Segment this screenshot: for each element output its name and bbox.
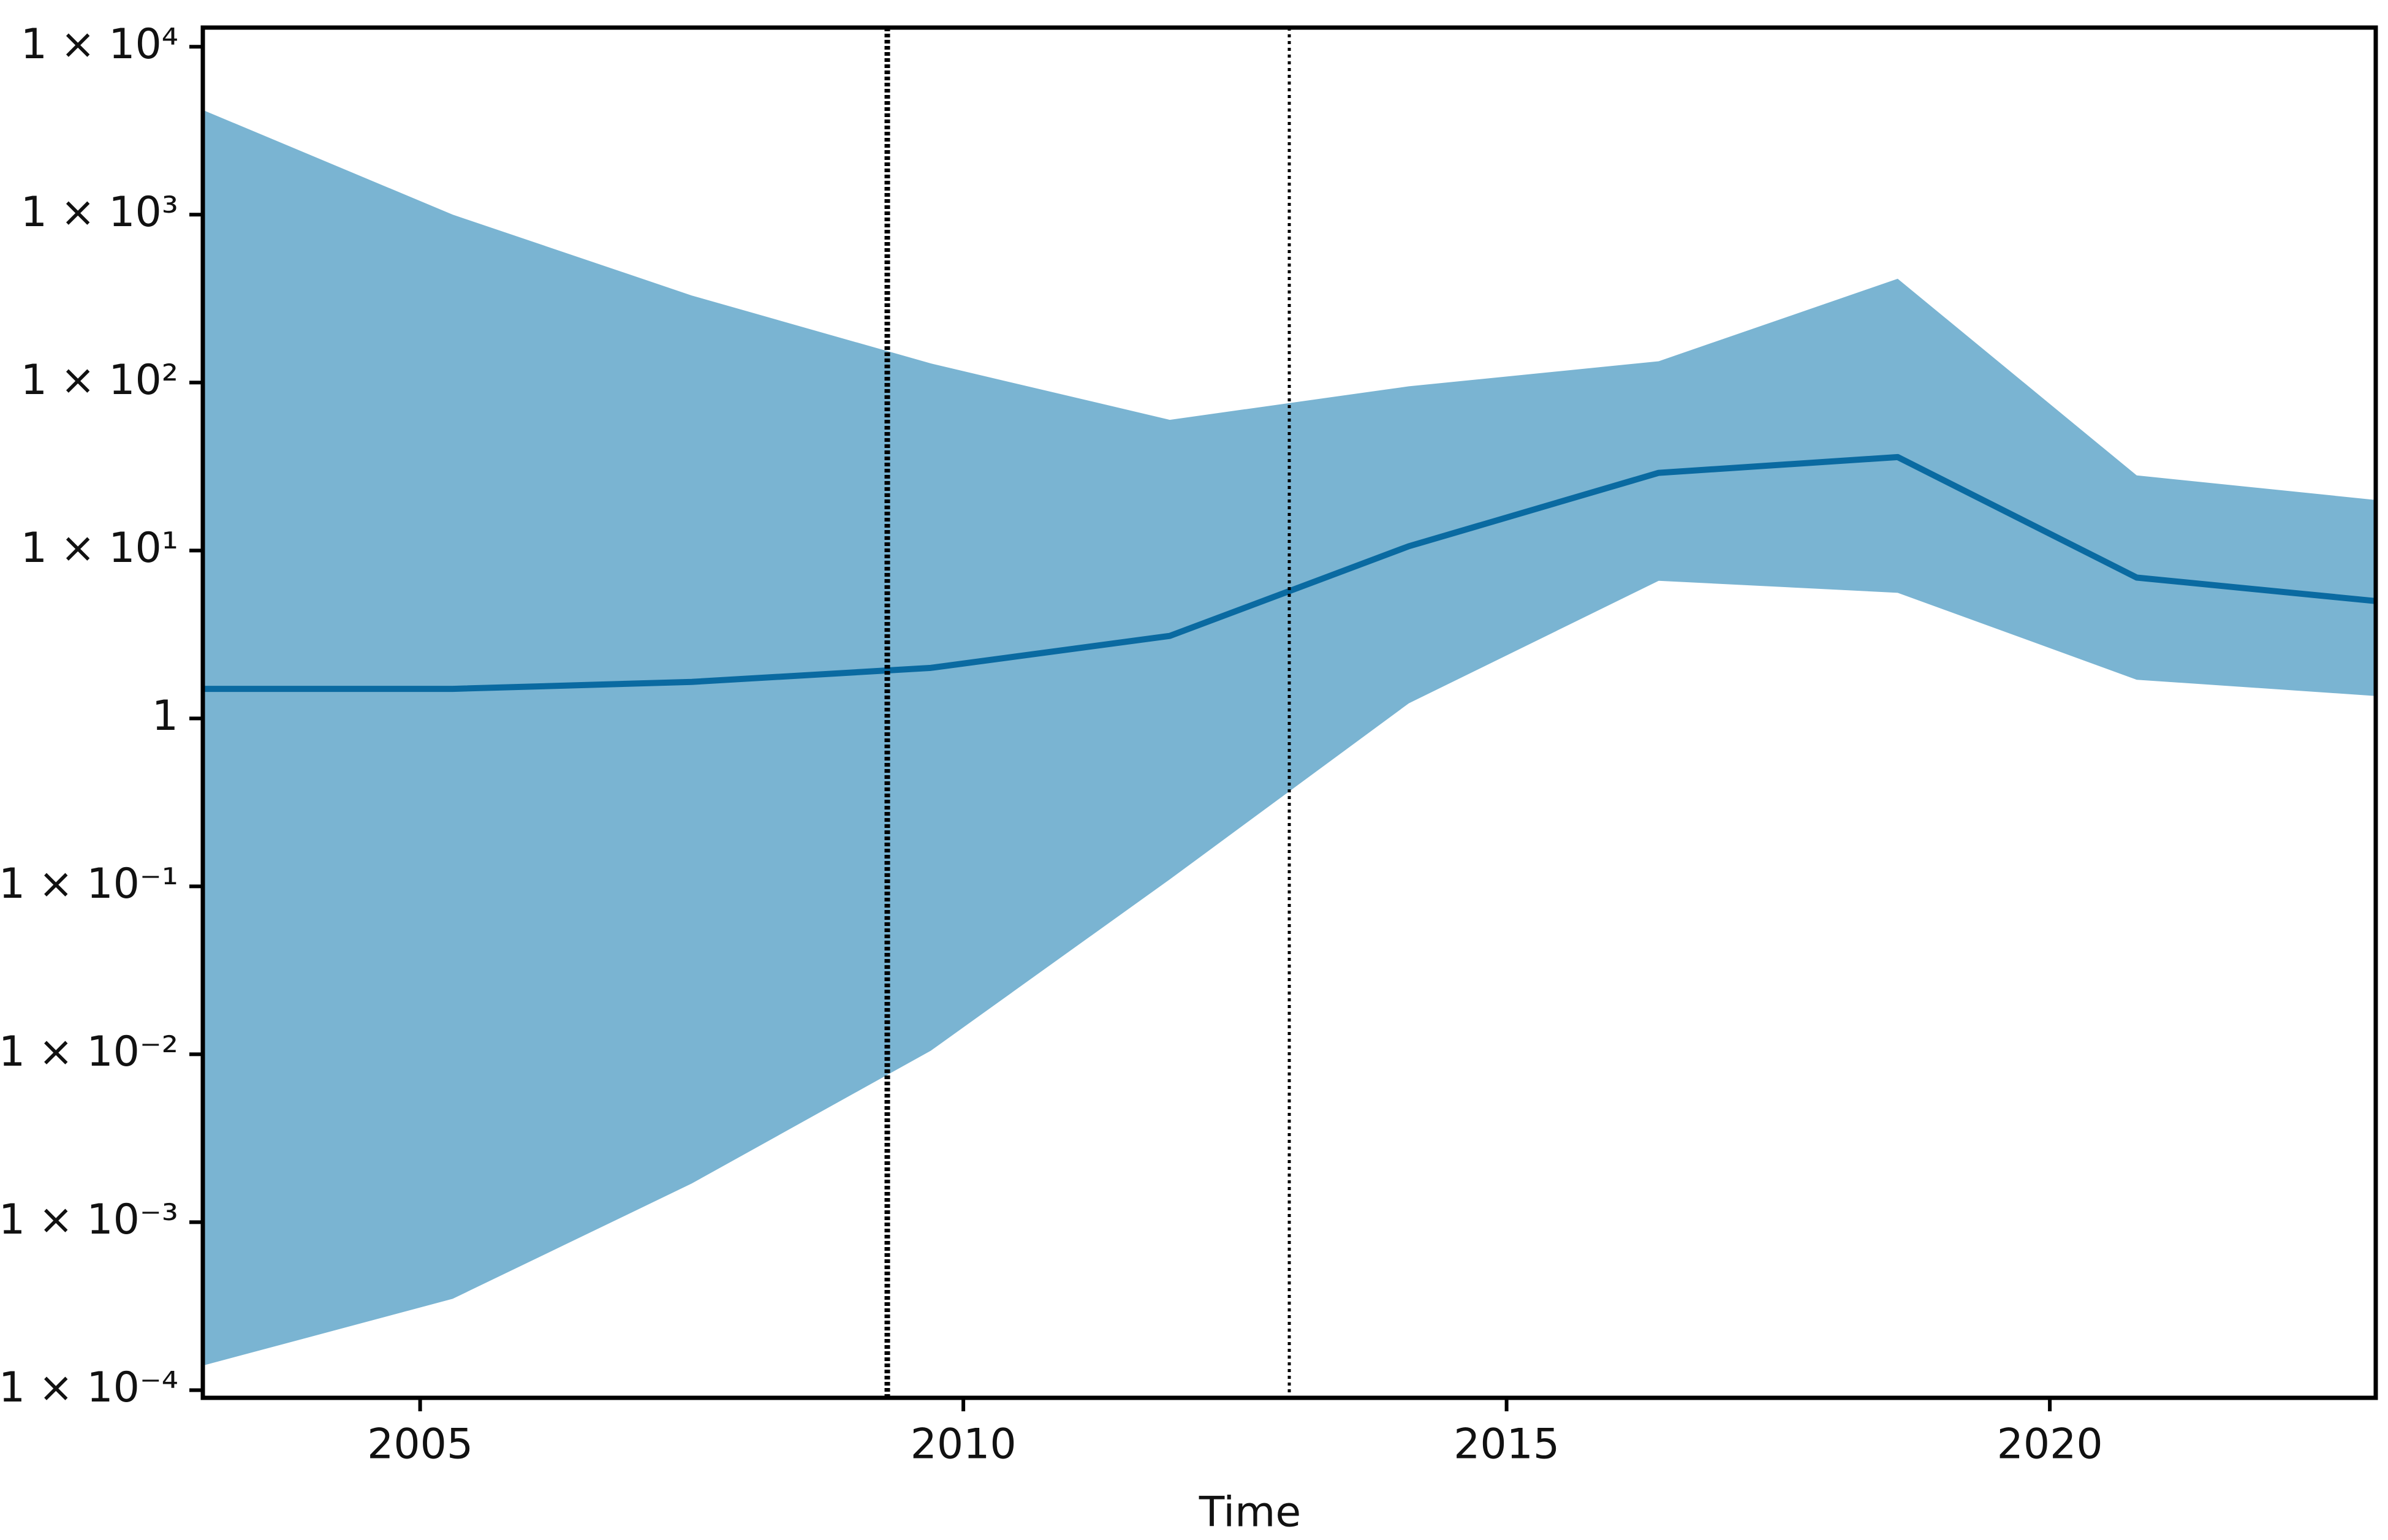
x-tick-label: 2020	[1997, 1421, 2103, 1469]
line	[203, 453, 2376, 692]
y-tick-label: 1 × 10⁻³	[0, 1196, 178, 1244]
x-tick-label: 2015	[1454, 1421, 1560, 1469]
y-tick-label: 1 × 10⁻²	[0, 1028, 178, 1076]
x-axis-title: Time	[1199, 1489, 1301, 1537]
y-tick-label: 1	[152, 692, 178, 740]
y-tick-label: 1 × 10⁻⁴	[0, 1364, 178, 1412]
y-tick-label: 1 × 10⁴	[21, 20, 178, 69]
y-tick-label: 1 × 10²	[21, 356, 178, 404]
y-tick-label: 1 × 10¹	[21, 524, 178, 572]
y-tick-label: 1 × 10⁻¹	[0, 860, 178, 908]
y-tick-label: 1 × 10³	[21, 188, 178, 237]
x-tick-label: 2010	[911, 1421, 1017, 1469]
x-tick-label: 2005	[367, 1421, 473, 1469]
plot-frame	[200, 25, 2378, 1400]
